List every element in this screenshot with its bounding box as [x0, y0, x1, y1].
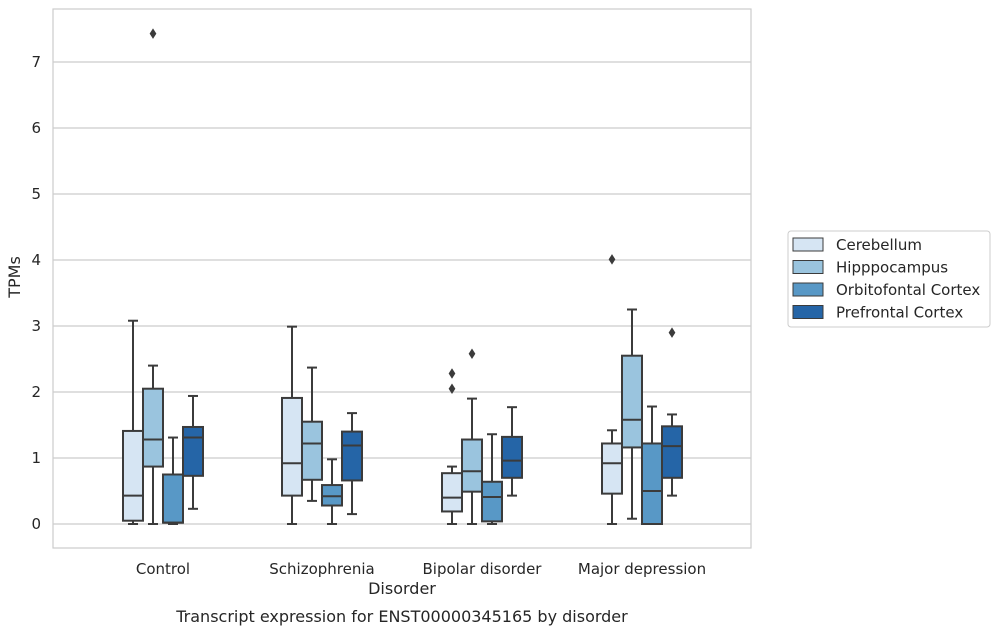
- box-cerebellum: [441, 368, 463, 525]
- y-tick-label: 0: [31, 515, 41, 533]
- y-tick-label: 5: [31, 185, 41, 203]
- x-axis-label: Disorder: [368, 579, 436, 598]
- box-iqr: [441, 472, 463, 513]
- chart-caption: Transcript expression for ENST0000034516…: [175, 607, 628, 626]
- outlier-marker: [608, 254, 616, 265]
- box-iqr: [481, 480, 503, 523]
- box-orbitofontal-cortex: [321, 458, 343, 525]
- x-tick-label: Schizophrenia: [269, 560, 374, 578]
- box-prefrontal-cortex: [341, 412, 363, 516]
- y-axis-label: TPMs: [5, 256, 24, 299]
- box-cerebellum: [281, 325, 303, 525]
- box-hipppocampus: [301, 366, 323, 502]
- box-iqr: [501, 435, 523, 479]
- box-iqr: [182, 425, 204, 477]
- legend-label: Hipppocampus: [836, 259, 948, 277]
- box-orbitofontal-cortex: [162, 436, 184, 525]
- box-prefrontal-cortex: [661, 327, 683, 497]
- box-iqr: [301, 420, 323, 481]
- box-iqr: [281, 396, 303, 497]
- y-tick-label: 1: [31, 449, 41, 467]
- x-tick-label: Control: [136, 560, 190, 578]
- legend-swatch: [792, 260, 824, 274]
- legend-label: Cerebellum: [836, 236, 922, 254]
- outlier-marker: [149, 28, 157, 39]
- box-iqr: [641, 442, 663, 526]
- box-iqr: [461, 438, 483, 493]
- box-hipppocampus: [621, 308, 643, 520]
- y-tick-label: 4: [31, 251, 41, 269]
- box-hipppocampus: [142, 28, 164, 525]
- box-iqr: [142, 387, 164, 468]
- box-iqr: [341, 430, 363, 482]
- legend-label: Orbitofontal Cortex: [836, 281, 980, 299]
- box-iqr: [661, 425, 683, 479]
- outlier-marker: [468, 348, 476, 359]
- box-hipppocampus: [461, 348, 483, 525]
- legend-swatch: [792, 305, 824, 319]
- box-iqr: [122, 429, 144, 522]
- box-orbitofontal-cortex: [641, 405, 663, 526]
- boxes: [122, 28, 683, 526]
- outlier-marker: [668, 327, 676, 338]
- box-iqr: [601, 442, 623, 495]
- legend-swatch: [792, 282, 824, 297]
- box-cerebellum: [601, 254, 623, 525]
- x-tick-label: Major depression: [578, 560, 706, 578]
- legend-frame: [787, 230, 991, 328]
- x-tick-label: Bipolar disorder: [423, 560, 543, 578]
- legend: Cerebellum Hipppocampus Orbitofontal Corte…: [787, 230, 991, 328]
- y-tick-label: 7: [31, 53, 41, 71]
- x-axis-ticks: Control Schizophrenia Bipolar disorder Majo…: [136, 560, 706, 578]
- gridlines: [53, 61, 751, 525]
- box-cerebellum: [122, 319, 144, 525]
- box-iqr: [621, 354, 643, 449]
- box-iqr: [162, 473, 184, 524]
- legend-swatch: [792, 237, 824, 252]
- plot-frame: [52, 8, 752, 549]
- y-tick-label: 6: [31, 119, 41, 137]
- y-tick-label: 3: [31, 317, 41, 335]
- y-tick-label: 2: [31, 383, 41, 401]
- box-prefrontal-cortex: [182, 394, 204, 510]
- y-axis-ticks: 0 1 2 3 4 5 6 7: [31, 53, 41, 533]
- legend-label: Prefrontal Cortex: [836, 304, 963, 322]
- outlier-marker: [448, 383, 456, 394]
- box-prefrontal-cortex: [501, 406, 523, 497]
- box-orbitofontal-cortex: [481, 433, 503, 525]
- outlier-marker: [448, 368, 456, 379]
